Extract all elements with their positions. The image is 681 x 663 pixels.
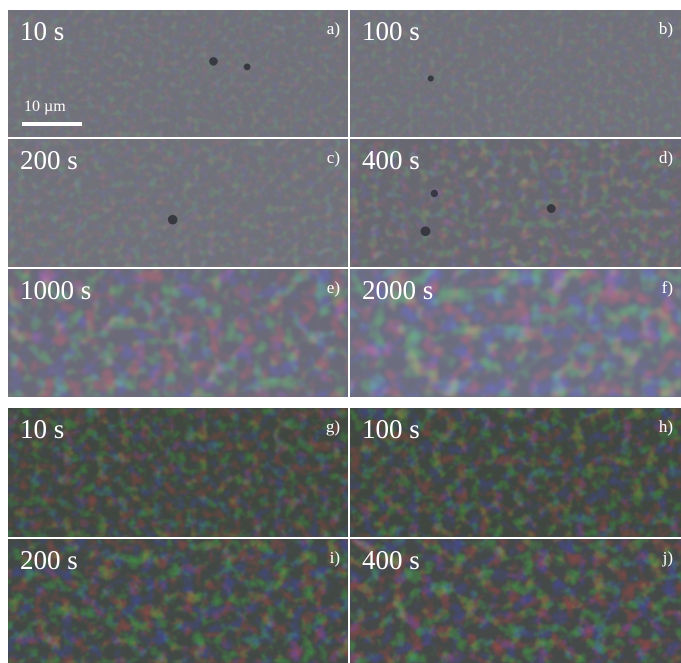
time-label: 400 s (362, 145, 420, 175)
time-label: 1000 s (20, 275, 92, 305)
dark-spot (243, 63, 251, 71)
panel-a: 10 s a) 10 µm (8, 10, 348, 137)
panel-tag: j) (662, 548, 673, 567)
micrograph-texture (8, 269, 348, 397)
panel-tag: i) (329, 548, 340, 567)
dark-spot (546, 204, 556, 213)
panel-tag: b) (658, 19, 673, 38)
dark-spot (167, 214, 178, 225)
panel-tag: g) (325, 417, 340, 436)
panel-tag: e) (326, 278, 340, 297)
micrograph-texture (350, 269, 681, 397)
panel-e: 1000 s e) (8, 269, 348, 397)
panel-f: 2000 s f) (350, 269, 681, 397)
time-label: 10 s (20, 414, 65, 444)
scale-bar: 10 µm (22, 98, 82, 126)
time-label: 100 s (362, 16, 420, 46)
dark-spot (209, 57, 218, 66)
panel-h: 100 s h) (350, 408, 681, 537)
panel-tag: h) (658, 417, 673, 436)
scale-bar-line (22, 122, 82, 126)
micrograph-texture (350, 539, 681, 663)
dark-spot (420, 226, 431, 237)
time-label: 200 s (20, 545, 78, 575)
micrograph-texture (8, 139, 348, 267)
time-label: 2000 s (362, 275, 434, 305)
micrograph-texture (350, 139, 681, 267)
scale-bar-label: 10 µm (24, 98, 66, 115)
panel-tag: d) (658, 148, 673, 167)
time-label: 200 s (20, 145, 78, 175)
panel-c: 200 s c) (8, 139, 348, 267)
time-label: 400 s (362, 545, 420, 575)
panel-j: 400 s j) (350, 539, 681, 663)
dark-spot (430, 189, 438, 198)
panel-tag: a) (326, 19, 340, 38)
dark-spot (427, 75, 434, 82)
panel-tag: c) (326, 148, 340, 167)
panel-i: 200 s i) (8, 539, 348, 663)
panel-g: 10 s g) (8, 408, 348, 537)
micrograph-texture (8, 10, 348, 137)
panel-b: 100 s b) (350, 10, 681, 137)
micrograph-texture (350, 408, 681, 537)
time-label: 100 s (362, 414, 420, 444)
panel-tag: f) (661, 278, 673, 297)
time-label: 10 s (20, 16, 65, 46)
micrograph-texture (8, 408, 348, 537)
micrograph-texture (350, 10, 681, 137)
panel-d: 400 s d) (350, 139, 681, 267)
micrograph-texture (8, 539, 348, 663)
